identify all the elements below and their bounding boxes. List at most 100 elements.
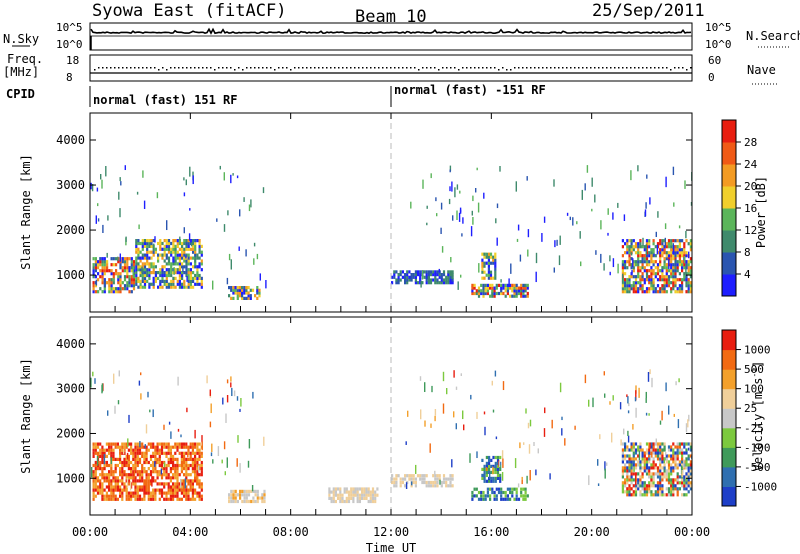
colorbar-swatch — [722, 120, 736, 143]
heatmap-cell — [558, 255, 561, 266]
heatmap-cell — [117, 281, 120, 285]
heatmap-cell — [132, 281, 136, 285]
heatmap-cell — [187, 445, 190, 449]
heatmap-cell — [200, 282, 203, 286]
heatmap-cell — [484, 286, 487, 290]
heatmap-cell — [159, 244, 162, 248]
heatmap-cell — [645, 272, 649, 276]
heatmap-cell — [152, 442, 155, 446]
heatmap-cell — [667, 245, 671, 249]
heatmap-cell — [99, 479, 102, 483]
heatmap-cell — [176, 241, 179, 246]
heatmap-cell — [487, 258, 490, 262]
heatmap-cell — [117, 290, 120, 294]
heatmap-cell — [161, 253, 164, 257]
heatmap-cell — [687, 242, 690, 246]
heatmap-cell — [460, 274, 462, 278]
heatmap-cell — [611, 432, 613, 443]
heatmap-cell — [500, 279, 502, 283]
heatmap-cell — [436, 278, 439, 282]
heatmap-cell — [603, 371, 605, 376]
heatmap-cell — [123, 287, 127, 291]
heatmap-cell — [681, 481, 684, 485]
heatmap-cell — [414, 275, 417, 279]
heatmap-cell — [126, 257, 129, 261]
heatmap-cell — [412, 480, 415, 485]
heatmap-cell — [160, 451, 164, 455]
heatmap-cell — [632, 478, 635, 482]
heatmap-cell — [687, 475, 690, 479]
heatmap-cell — [116, 482, 119, 486]
heatmap-cell — [254, 294, 257, 298]
nave-dot — [346, 67, 348, 69]
heatmap-cell — [97, 263, 100, 267]
heatmap-cell — [146, 279, 149, 283]
heatmap-cell — [132, 266, 136, 270]
heatmap-cell — [624, 278, 627, 282]
heatmap-cell — [363, 493, 366, 497]
heatmap-cell — [496, 473, 500, 477]
heatmap-cell — [181, 282, 184, 286]
heatmap-cell — [152, 262, 155, 266]
heatmap-cell — [410, 273, 413, 277]
heatmap-cell — [663, 445, 666, 449]
heatmap-cell — [192, 250, 195, 254]
heatmap-cell — [163, 482, 166, 486]
heatmap-cell — [641, 448, 644, 452]
colorbar-swatch — [722, 142, 736, 165]
heatmap-cell — [156, 460, 159, 465]
heatmap-cell — [183, 473, 186, 477]
heatmap-cell — [174, 268, 177, 272]
heatmap-cell — [453, 411, 455, 418]
heatmap-cell — [651, 377, 653, 388]
heatmap-cell — [650, 257, 653, 261]
heatmap-cell — [551, 419, 553, 429]
heatmap-cell — [167, 239, 171, 243]
heatmap-cell — [652, 445, 655, 449]
heatmap-cell — [471, 494, 474, 498]
heatmap-cell — [189, 279, 192, 283]
heatmap-cell — [174, 451, 177, 455]
heatmap-cell — [674, 263, 677, 267]
heatmap-cell — [630, 442, 633, 446]
heatmap-cell — [678, 260, 681, 264]
heatmap-cell — [114, 494, 117, 498]
heatmap-cell — [650, 275, 653, 279]
heatmap-cell — [189, 239, 192, 243]
heatmap-cell — [511, 294, 514, 298]
heatmap-cell — [652, 290, 655, 294]
heatmap-cell — [247, 286, 250, 290]
heatmap-cell — [132, 491, 135, 495]
heatmap-cell — [661, 284, 664, 288]
heatmap-cell — [112, 257, 115, 261]
heatmap-cell — [650, 269, 653, 273]
cpid-segment-1: normal (fast) -151 RF — [394, 83, 546, 97]
heatmap-cell — [494, 273, 497, 277]
heatmap-cell — [147, 494, 150, 498]
heatmap-cell — [676, 478, 679, 482]
heatmap-cell — [187, 253, 190, 257]
heatmap-cell — [499, 464, 502, 468]
heatmap-cell — [123, 275, 127, 279]
heatmap-cell — [143, 200, 146, 209]
heatmap-cell — [192, 244, 195, 248]
heatmap-cell — [685, 254, 688, 258]
nave-dot — [622, 67, 624, 69]
heatmap-cell — [689, 269, 692, 273]
heatmap-cell — [339, 490, 342, 494]
heatmap-cell — [238, 246, 240, 251]
heatmap-cell — [110, 257, 113, 261]
heatmap-cell — [163, 265, 166, 269]
heatmap-cell — [112, 451, 115, 455]
heatmap-cell — [485, 261, 488, 265]
heatmap-cell — [584, 183, 586, 191]
heatmap-cell — [621, 269, 624, 273]
heatmap-cell — [685, 272, 688, 276]
heatmap-cell — [449, 275, 452, 279]
heatmap-cell — [445, 275, 448, 279]
heatmap-cell — [689, 445, 692, 449]
nave-dot — [282, 67, 284, 69]
heatmap-cell — [670, 466, 673, 470]
heatmap-cell — [154, 445, 157, 449]
heatmap-cell — [176, 460, 179, 465]
